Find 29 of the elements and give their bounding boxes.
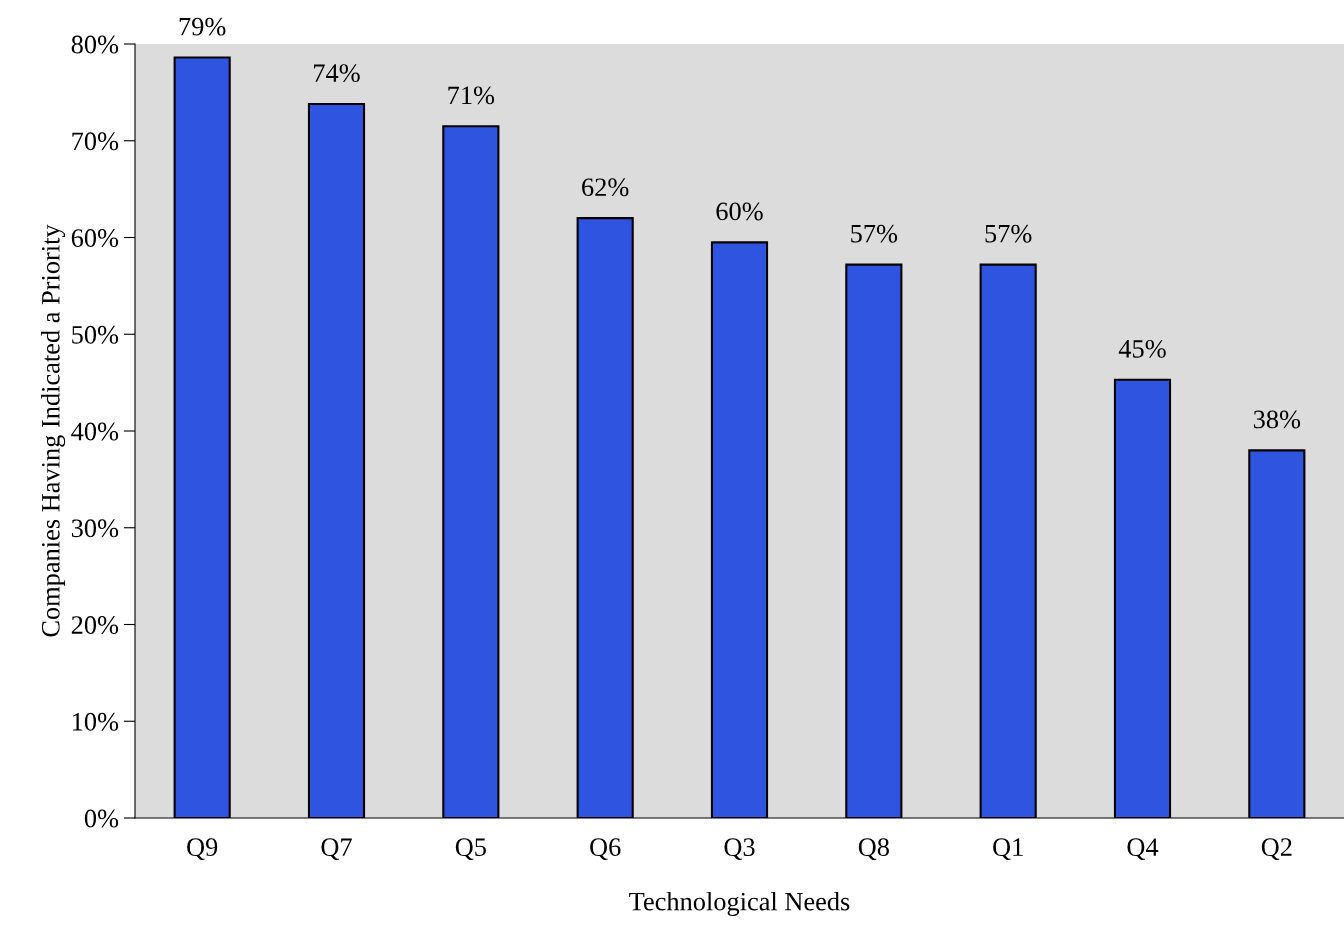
data-label: 57% — [851, 224, 898, 243]
x-tick-label: Q2 — [1261, 838, 1292, 861]
x-tick-label: Q7 — [321, 838, 352, 861]
data-label: 60% — [716, 202, 763, 221]
x-tick-label: Q1 — [993, 838, 1023, 861]
y-tick-label: 80% — [71, 35, 119, 54]
x-tick-label: Q5 — [455, 838, 486, 861]
y-tick-label: 50% — [72, 325, 119, 344]
y-tick-label: 10% — [72, 712, 119, 731]
data-label: 62% — [582, 178, 629, 197]
x-tick-label: Q9 — [187, 838, 218, 861]
y-tick-label: 0% — [84, 809, 119, 828]
data-label: 57% — [985, 224, 1032, 243]
data-label: 45% — [1118, 339, 1166, 358]
y-tick-label: 70% — [72, 132, 119, 151]
y-tick-label: 60% — [71, 229, 119, 247]
y-tick-label: 40% — [71, 422, 119, 441]
y-tick-label: 20% — [71, 616, 119, 634]
x-tick-label: Q8 — [858, 838, 889, 861]
data-label: 74% — [314, 64, 360, 83]
x-tick-label: Q4 — [1127, 838, 1159, 861]
data-label: 79% — [179, 17, 226, 36]
x-axis-title: Technological Needs — [629, 891, 850, 916]
x-tick-label: Q3 — [724, 838, 755, 861]
y-axis-title: Companies Having Indicated a Priority — [41, 224, 66, 637]
y-tick-label: 30% — [71, 519, 119, 538]
data-label: 38% — [1253, 410, 1301, 429]
x-tick-label: Q6 — [590, 838, 621, 861]
data-label: 71% — [448, 86, 495, 105]
